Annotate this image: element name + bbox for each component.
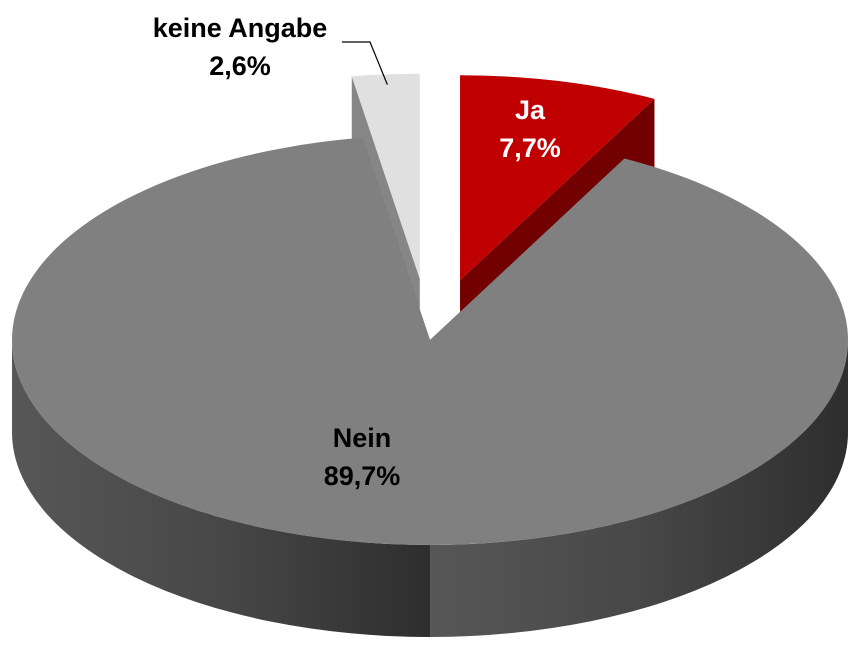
slice-side-shade bbox=[430, 340, 848, 637]
pie-slice bbox=[351, 73, 420, 279]
pie-slice bbox=[460, 75, 655, 281]
leader-line bbox=[342, 41, 388, 85]
slice-side-shade bbox=[12, 340, 430, 637]
slice-category-label: Ja bbox=[515, 95, 546, 125]
slice-value-label: 2,6% bbox=[209, 51, 271, 81]
slice-value-label: 89,7% bbox=[324, 461, 401, 491]
slice-category-label: keine Angabe bbox=[153, 13, 328, 43]
pie-slice bbox=[11, 137, 848, 546]
slice-category-label: Nein bbox=[333, 423, 392, 453]
slice-value-label: 7,7% bbox=[499, 133, 561, 163]
